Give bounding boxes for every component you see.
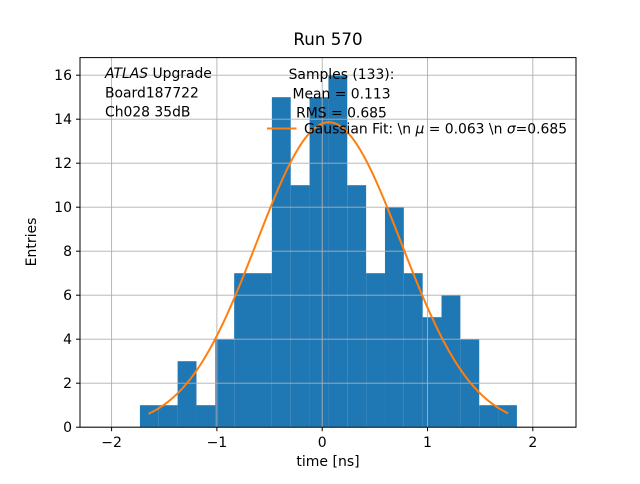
y-axis-tick-label: 10 (54, 200, 72, 216)
y-axis-tick-label: 2 (63, 376, 72, 392)
histogram-bar (290, 185, 310, 428)
histogram-bar (479, 405, 499, 428)
stats-samples-line: Samples (133): (289, 67, 395, 83)
y-axis-tick-label: 14 (54, 112, 72, 128)
histogram-bar (177, 361, 197, 428)
histogram-bar (366, 273, 385, 428)
histogram-bar (441, 295, 461, 428)
chart-title: Run 570 (293, 29, 362, 49)
y-axis-tick-label: 0 (63, 420, 72, 436)
histogram-bar (253, 273, 272, 428)
info-line-channel: Ch028 35dB (105, 105, 190, 121)
y-axis-tick-label: 4 (63, 332, 72, 348)
x-axis-label: time [ns] (296, 454, 359, 470)
stats-rms-line: RMS = 0.685 (296, 106, 387, 122)
x-axis-tick-label: −2 (101, 435, 122, 451)
histogram-bar (347, 185, 367, 428)
info-line-atlas-upgrade: ATLAS Upgrade (104, 66, 212, 82)
y-axis-tick-label: 8 (63, 244, 72, 260)
y-axis-tick-label: 6 (63, 288, 72, 304)
histogram-bar (196, 405, 216, 428)
gaussian-fit-curve (148, 121, 509, 415)
histogram-bar (139, 405, 159, 428)
x-axis-tick-label: 1 (423, 435, 432, 451)
histogram-bar (384, 207, 404, 428)
y-axis-label: Entries (24, 218, 40, 267)
legend-gaussian-fit-label: Gaussian Fit: \n μ = 0.063 \n σ=0.685 (304, 122, 567, 138)
stats-mean-line: Mean = 0.113 (292, 86, 390, 102)
histogram-bar (158, 405, 178, 428)
x-axis-tick-label: −1 (207, 435, 228, 451)
histogram-bar (309, 97, 329, 428)
histogram-bar (234, 273, 254, 428)
y-axis-tick-label: 12 (54, 156, 72, 172)
x-axis-tick-label: 0 (318, 435, 327, 451)
gaussian-fit-layer (148, 121, 509, 415)
x-axis-tick-label: 2 (528, 435, 537, 451)
info-line-board: Board187722 (105, 85, 199, 101)
y-axis-tick-label: 16 (54, 68, 72, 84)
histogram-bar (271, 97, 291, 428)
annotations-layer: ATLAS Upgrade Board187722 Ch028 35dB Gaussi… (104, 66, 567, 138)
axes-frame (79, 57, 577, 428)
histogram-bar (403, 273, 423, 428)
